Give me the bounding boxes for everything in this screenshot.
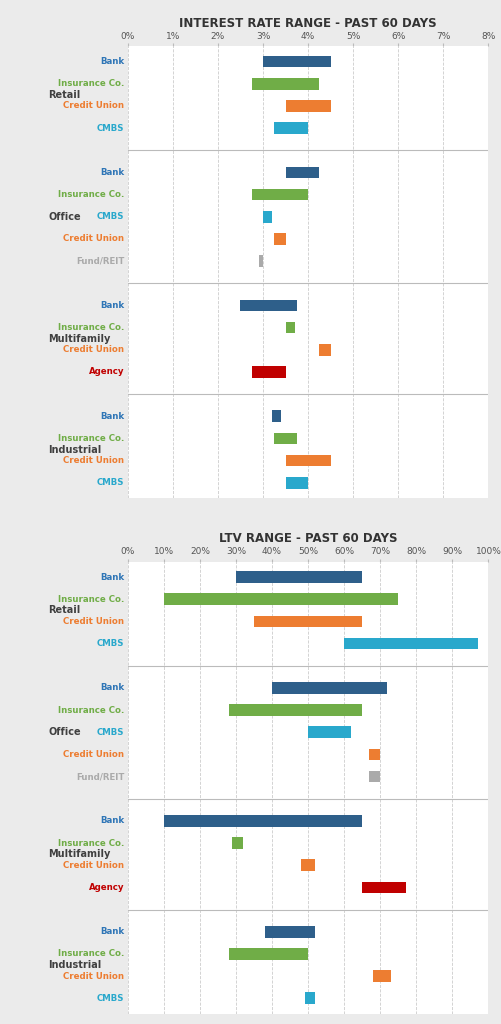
Bar: [254, 615, 362, 627]
Bar: [286, 477, 308, 488]
Text: Multifamily: Multifamily: [49, 334, 111, 344]
Text: Credit Union: Credit Union: [63, 616, 124, 626]
Text: CMBS: CMBS: [97, 212, 124, 221]
Text: Office: Office: [49, 727, 81, 737]
Bar: [301, 859, 315, 871]
Bar: [275, 433, 297, 444]
Text: Bank: Bank: [100, 57, 124, 67]
Text: Credit Union: Credit Union: [63, 861, 124, 869]
Title: LTV RANGE - PAST 60 DAYS: LTV RANGE - PAST 60 DAYS: [219, 532, 397, 545]
Text: Insurance Co.: Insurance Co.: [58, 839, 124, 848]
Text: Retail: Retail: [49, 605, 81, 615]
Text: Fund/REIT: Fund/REIT: [76, 772, 124, 781]
Bar: [272, 682, 387, 693]
Text: Credit Union: Credit Union: [63, 101, 124, 111]
Title: INTEREST RATE RANGE - PAST 60 DAYS: INTEREST RATE RANGE - PAST 60 DAYS: [179, 16, 437, 30]
Bar: [229, 948, 308, 959]
Text: Bank: Bank: [100, 928, 124, 936]
Bar: [275, 233, 286, 245]
Bar: [275, 122, 308, 134]
Bar: [369, 771, 380, 782]
Text: Credit Union: Credit Union: [63, 750, 124, 759]
Text: Insurance Co.: Insurance Co.: [58, 190, 124, 199]
Bar: [164, 815, 362, 826]
Bar: [362, 882, 405, 893]
Bar: [252, 367, 286, 378]
Text: Bank: Bank: [100, 168, 124, 177]
Text: CMBS: CMBS: [97, 478, 124, 487]
Text: Industrial: Industrial: [49, 959, 102, 970]
Bar: [286, 100, 331, 112]
Text: Multifamily: Multifamily: [49, 849, 111, 859]
Text: CMBS: CMBS: [97, 124, 124, 132]
Text: Industrial: Industrial: [49, 444, 102, 455]
Text: Insurance Co.: Insurance Co.: [58, 595, 124, 604]
Bar: [252, 188, 308, 201]
Text: Bank: Bank: [100, 816, 124, 825]
Text: Insurance Co.: Insurance Co.: [58, 706, 124, 715]
Bar: [252, 78, 320, 89]
Text: Credit Union: Credit Union: [63, 456, 124, 465]
Bar: [240, 300, 297, 311]
Text: Credit Union: Credit Union: [63, 234, 124, 244]
Text: Insurance Co.: Insurance Co.: [58, 324, 124, 332]
Text: CMBS: CMBS: [97, 728, 124, 736]
Text: Insurance Co.: Insurance Co.: [58, 79, 124, 88]
Text: Agency: Agency: [89, 368, 124, 377]
Text: CMBS: CMBS: [97, 639, 124, 648]
Bar: [164, 594, 398, 605]
Text: Insurance Co.: Insurance Co.: [58, 434, 124, 443]
Bar: [263, 56, 331, 68]
Bar: [259, 255, 263, 267]
Text: Credit Union: Credit Union: [63, 345, 124, 354]
Bar: [286, 167, 320, 178]
Text: Insurance Co.: Insurance Co.: [58, 949, 124, 958]
Bar: [236, 571, 362, 583]
Bar: [286, 322, 295, 334]
Bar: [320, 344, 331, 355]
Bar: [305, 992, 315, 1004]
Bar: [229, 705, 362, 716]
Text: Credit Union: Credit Union: [63, 972, 124, 981]
Bar: [369, 749, 380, 760]
Text: Bank: Bank: [100, 301, 124, 310]
Text: CMBS: CMBS: [97, 993, 124, 1002]
Bar: [308, 726, 351, 738]
Bar: [232, 838, 243, 849]
Bar: [265, 926, 315, 938]
Bar: [373, 971, 391, 982]
Text: Office: Office: [49, 212, 81, 222]
Bar: [272, 411, 281, 422]
Bar: [263, 211, 272, 222]
Text: Fund/REIT: Fund/REIT: [76, 257, 124, 265]
Bar: [344, 638, 477, 649]
Text: Bank: Bank: [100, 572, 124, 582]
Text: Bank: Bank: [100, 683, 124, 692]
Bar: [286, 455, 331, 466]
Text: Bank: Bank: [100, 412, 124, 421]
Text: Retail: Retail: [49, 90, 81, 100]
Text: Agency: Agency: [89, 883, 124, 892]
